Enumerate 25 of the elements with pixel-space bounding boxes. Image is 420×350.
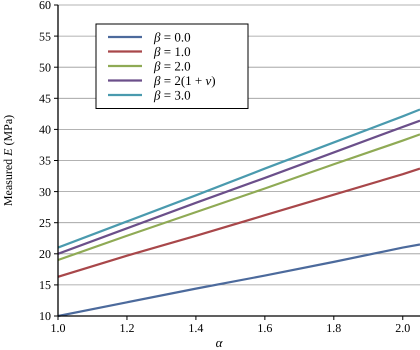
x-tick-label: 1.8 — [326, 321, 342, 335]
x-axis-title: α — [216, 335, 224, 350]
x-tick-label: 1.2 — [119, 321, 134, 335]
y-tick-label: 10 — [39, 309, 51, 324]
x-tick-label: 2.0 — [395, 321, 410, 335]
y-tick-label: 55 — [39, 29, 51, 44]
legend-label: β = 2(1 + ν) — [153, 73, 216, 88]
legend-label: β = 1.0 — [153, 44, 191, 60]
y-tick-label: 60 — [39, 0, 51, 12]
x-tick-label: 1.6 — [257, 321, 272, 335]
legend-label: β = 3.0 — [153, 88, 191, 103]
y-tick-label: 45 — [39, 92, 51, 106]
y-tick-label: 40 — [39, 122, 51, 137]
line-series — [58, 167, 420, 278]
legend-label: β = 0.0 — [153, 30, 191, 45]
x-tick-label: 1.4 — [188, 321, 204, 335]
y-tick-label: 15 — [39, 278, 51, 292]
y-tick-label: 20 — [39, 247, 51, 261]
y-tick-label: 25 — [39, 216, 51, 230]
x-tick-label: 1.0 — [50, 321, 66, 335]
y-tick-label: 50 — [39, 60, 51, 74]
y-tick-label: 30 — [39, 184, 51, 199]
legend-label: β = 2.0 — [153, 58, 191, 74]
y-axis-title: Measured E (MPa) — [1, 114, 15, 206]
y-tick-label: 35 — [39, 154, 51, 168]
